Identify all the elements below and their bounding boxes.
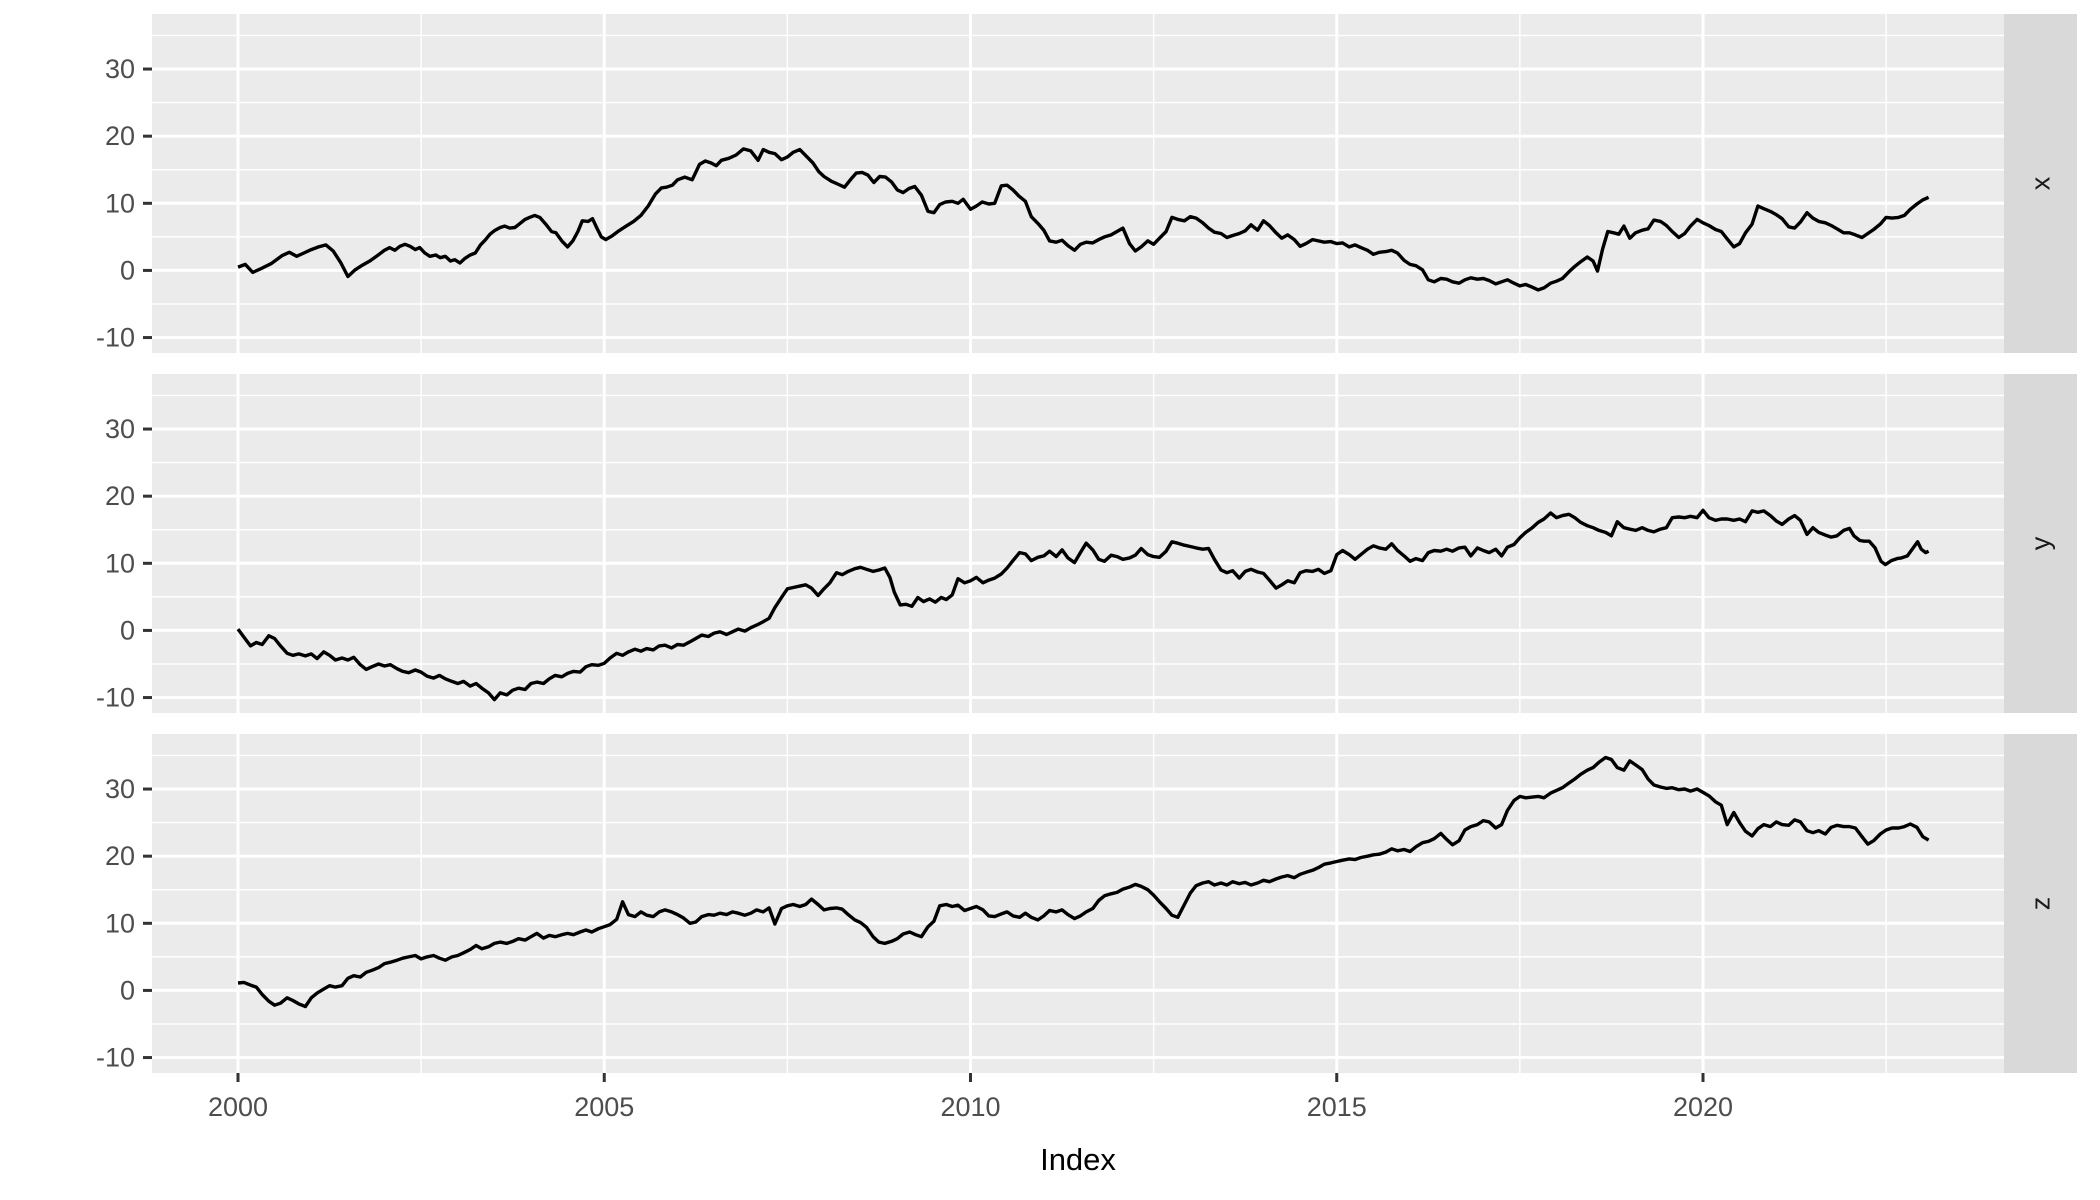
y-tick-label: 10 [105, 908, 135, 938]
series-line-z [237, 755, 1930, 1009]
panel-background [152, 734, 2004, 1073]
facet-panels: x y z [152, 14, 2077, 1073]
y-tick-label: 10 [105, 188, 135, 218]
y-tick-label: 20 [105, 841, 135, 871]
facet-strip-label-y: y [2026, 536, 2056, 550]
facet-strip-label-z: z [2026, 897, 2056, 911]
y-tick-label: 20 [105, 121, 135, 151]
y-tick-label: 30 [105, 54, 135, 84]
y-tick-label: 0 [120, 615, 135, 645]
y-tick-label: 30 [105, 774, 135, 804]
y-tick-label: 0 [120, 255, 135, 285]
y-tick-label: -10 [96, 683, 135, 713]
series-line-y [236, 508, 1930, 702]
facet-strip [2004, 734, 2077, 1073]
x-axis-title: Index [1040, 1142, 1116, 1177]
y-tick-label: -10 [96, 1043, 135, 1073]
panel-background [152, 14, 2004, 353]
y-tick-label: 20 [105, 481, 135, 511]
x-tick-label: 2015 [1307, 1092, 1367, 1122]
series-line-x [237, 147, 1930, 292]
facet-strip [2004, 14, 2077, 353]
y-tick-label: 30 [105, 414, 135, 444]
x-tick-label: 2010 [940, 1092, 1000, 1122]
y-tick-label: 0 [120, 975, 135, 1005]
y-tick-label: 10 [105, 548, 135, 578]
x-tick-label: 2000 [208, 1092, 268, 1122]
y-tick-label: -10 [96, 323, 135, 353]
x-tick-label: 2020 [1673, 1092, 1733, 1122]
panel-background [152, 374, 2004, 713]
x-tick-label: 2005 [574, 1092, 634, 1122]
facet-strip-label-x: x [2026, 176, 2056, 190]
facet-strip [2004, 374, 2077, 713]
